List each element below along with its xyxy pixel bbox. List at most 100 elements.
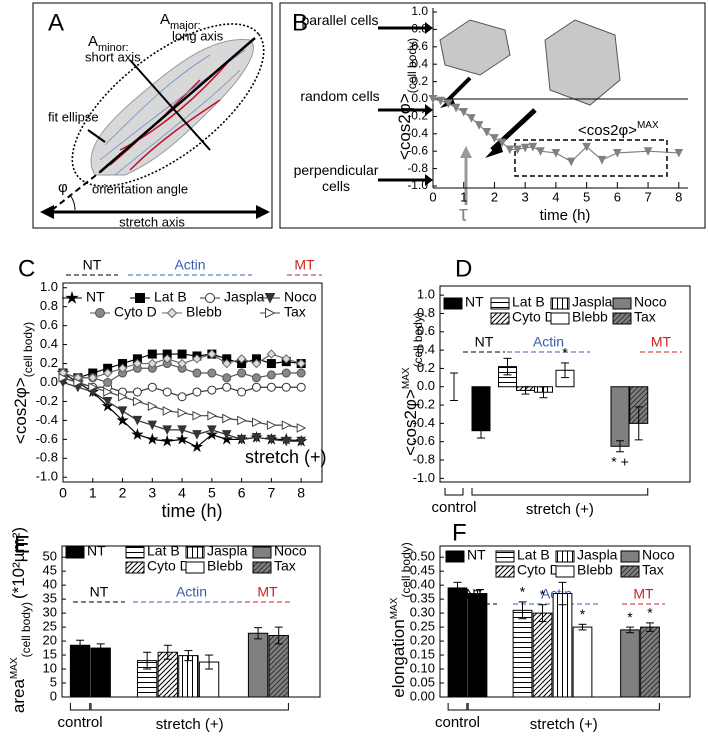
marker [436,96,445,106]
legend-label: Lat B [147,543,180,559]
minor-axis-label: Aminor: [88,33,129,54]
annotation: perpendicular cells [293,162,379,194]
legend-label: Cyto D [512,309,555,325]
pointer-arrows [378,26,425,182]
y-tick-label: 0.6 [40,317,58,332]
marker [88,373,98,383]
bar [447,587,468,698]
marker [207,385,217,395]
marker [177,408,188,418]
y-tick-label: -0.4 [407,126,428,140]
marker [266,382,276,392]
y-tick-label: 0.2 [411,74,428,88]
marker [482,128,492,137]
marker [190,440,204,453]
panel-letter: F [452,519,467,546]
y-tick-label: -0.2 [413,397,435,412]
bar [532,612,553,698]
panel-a: A Amajor: long axis Aminor: short axis f… [32,2,273,229]
marker [459,108,469,117]
marker [58,372,69,383]
y-tick-label: 0.25 [410,619,435,634]
marker [582,142,591,152]
legend-label: Lat B [517,547,550,563]
y-tick-label: 50 [43,549,57,564]
legend-label: Jaspla [207,543,248,559]
x-tick-label: 8 [675,189,682,204]
legend-label: NT [87,543,106,559]
y-axis-label-sup: MAX [389,597,400,619]
y-tick-label: 10 [43,660,57,675]
marker [162,387,172,397]
marker [281,354,291,364]
legend-label: NT [86,289,105,305]
marker [252,373,262,383]
y-axis-label-main: area [9,679,28,714]
x-axis-label: time (h) [540,207,591,224]
group-label: MT [257,584,278,600]
marker [597,155,607,165]
marker [566,157,576,167]
x-group-label: stretch (+) [156,716,224,733]
marker [490,134,499,143]
x-group-label: control [58,714,103,731]
marker [505,145,515,155]
panel-letter: B [292,9,308,36]
marker [65,290,79,304]
y-tick-label: -0.6 [413,433,435,448]
legend-label: Blebb [572,309,608,325]
y-tick-label: 0.0 [417,378,435,393]
y-axis-label: <cos2φ>(cell body) [395,38,419,160]
perpendicular-cells-image [544,19,621,106]
marker [251,432,262,443]
bar [640,626,660,698]
legend-label: NT [467,547,486,563]
marker [205,293,215,303]
legend-label: Jaspla [572,294,613,310]
marker [161,434,174,447]
y-tick-label: -0.6 [407,143,428,157]
marker [296,423,307,433]
y-axis-label: elongationMAX(cell body) [389,542,413,698]
legend-label: Cyto D [517,562,560,578]
legend-swatch [490,297,510,310]
marker [95,308,105,318]
x-tick-label: 0 [429,189,436,204]
marker [177,425,187,435]
marker [166,307,178,319]
legend-label: Noco [634,294,667,310]
marker [131,428,144,440]
series-line [432,98,679,163]
significance: * [647,605,653,621]
minor-axis [129,59,211,151]
marker [192,354,202,364]
symbol: A [160,11,170,28]
legend-label: Jaspla [577,547,618,563]
marker [162,354,172,364]
max-label-sup: MAX [637,120,659,131]
legend-label: Tax [642,562,664,578]
y-axis-label: areaMAX(cell body) (*10²µm²) [9,527,33,713]
marker [118,391,128,402]
legend-swatch [555,565,575,578]
y-tick-label: -1.0 [413,470,435,485]
group-label: MT [651,334,672,350]
marker [428,95,438,104]
y-tick-label: -1.0 [407,178,428,192]
panel-letter: D [455,255,472,282]
y-tick-label: -0.2 [36,393,58,408]
y-tick-label: 35 [43,591,57,606]
y-axis-label: <cos2φ>(cell body) [11,322,35,444]
marker [207,368,217,378]
bracket [471,488,649,496]
legend-swatch [612,312,632,325]
significance: * [520,584,526,600]
legend-swatch [252,546,272,559]
marker [266,349,277,359]
marker [266,359,276,369]
significance: * [562,345,568,361]
y-tick-label: 20 [43,633,57,648]
max-label-text: <cos2φ> [578,122,637,139]
y-tick-label: 0.8 [417,305,435,320]
legend-label: Blebb [186,304,222,320]
